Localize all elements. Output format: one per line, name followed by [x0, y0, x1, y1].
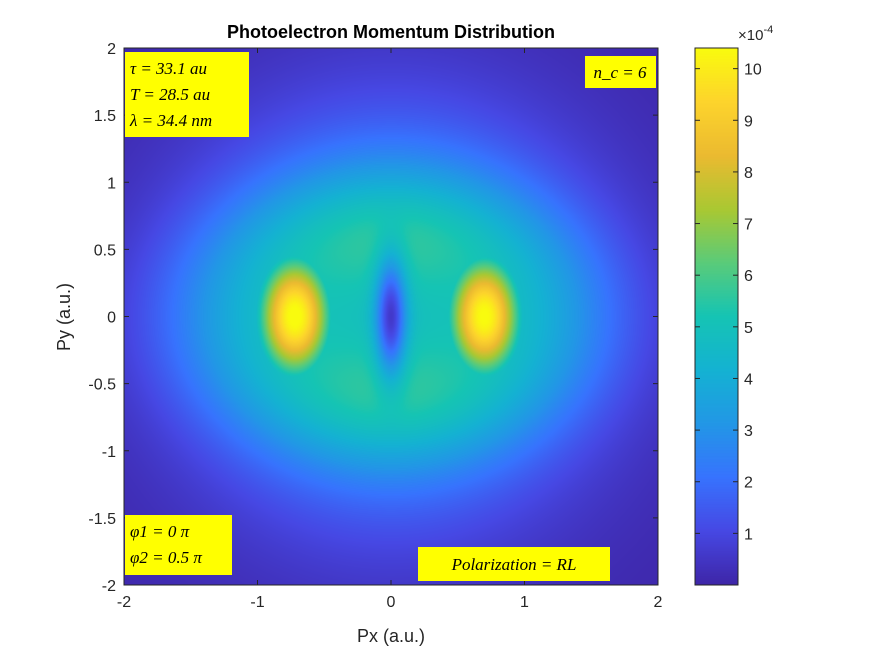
y-tick-label: 1.5: [94, 108, 116, 125]
x-axis-label: Px (a.u.): [357, 626, 425, 646]
colorbar-tick-label: 6: [744, 268, 753, 285]
cycles-box: n_c = 6: [585, 56, 656, 88]
param-period: T = 28.5 au: [130, 85, 210, 104]
phase-2: φ2 = 0.5 π: [130, 548, 202, 567]
y-tick-label: -2: [102, 578, 116, 595]
colorbar-tick-label: 8: [744, 165, 753, 182]
y-axis-label: Py (a.u.): [54, 283, 74, 351]
y-tick-label: 2: [107, 41, 116, 58]
heatmap-area: [123, 47, 659, 586]
y-axis: 2 1.5 1 0.5 0 -0.5 -1 -1.5 -2: [88, 41, 658, 595]
colorbar-tick-label: 9: [744, 113, 753, 130]
y-tick-label: 1: [107, 175, 116, 192]
colorbar-tick-label: 3: [744, 423, 753, 440]
colorbar-tick-label: 2: [744, 475, 753, 492]
phase-1: φ1 = 0 π: [130, 522, 190, 541]
y-tick-label: -0.5: [88, 377, 116, 394]
colorbar-tick-label: 4: [744, 371, 753, 388]
y-tick-label: -1: [102, 444, 116, 461]
colorbar-exponent-base: ×10: [738, 27, 763, 44]
colorbar-tick-label: 5: [744, 320, 753, 337]
y-tick-label: 0.5: [94, 242, 116, 259]
y-tick-label: 0: [107, 310, 116, 327]
colorbar-canvas: [695, 48, 738, 585]
colorbar-exponent: ×10-4: [738, 24, 773, 44]
chart-title: Photoelectron Momentum Distribution: [227, 22, 555, 42]
x-tick-label: 2: [654, 594, 663, 611]
param-tau: τ = 33.1 au: [130, 59, 207, 78]
x-tick-label: -1: [250, 594, 264, 611]
phase-box: φ1 = 0 π φ2 = 0.5 π: [125, 515, 232, 575]
colorbar-frame: [694, 47, 739, 586]
x-tick-label: 1: [520, 594, 529, 611]
polarization-box: Polarization = RL: [418, 547, 610, 581]
param-wavelength: λ = 34.4 nm: [129, 111, 212, 130]
y-tick-label: -1.5: [88, 511, 116, 528]
x-tick-label: -2: [117, 594, 131, 611]
x-axis: -2 -1 0 1 2: [117, 48, 663, 611]
colorbar: 10 9 8 7 6 5 4 3 2 1 ×10-4: [694, 24, 773, 586]
colorbar-tick-label: 1: [744, 526, 753, 543]
polarization-label: Polarization = RL: [451, 555, 577, 574]
colorbar-ticks: 10 9 8 7 6 5 4 3 2 1: [695, 62, 762, 543]
param-box: τ = 33.1 au T = 28.5 au λ = 34.4 nm: [125, 52, 249, 137]
colorbar-tick-label: 10: [744, 62, 762, 79]
colorbar-tick-label: 7: [744, 217, 753, 234]
cycles-label: n_c = 6: [593, 63, 647, 82]
colorbar-exponent-power: -4: [763, 24, 773, 36]
x-tick-label: 0: [387, 594, 396, 611]
heatmap-canvas: [124, 48, 658, 585]
